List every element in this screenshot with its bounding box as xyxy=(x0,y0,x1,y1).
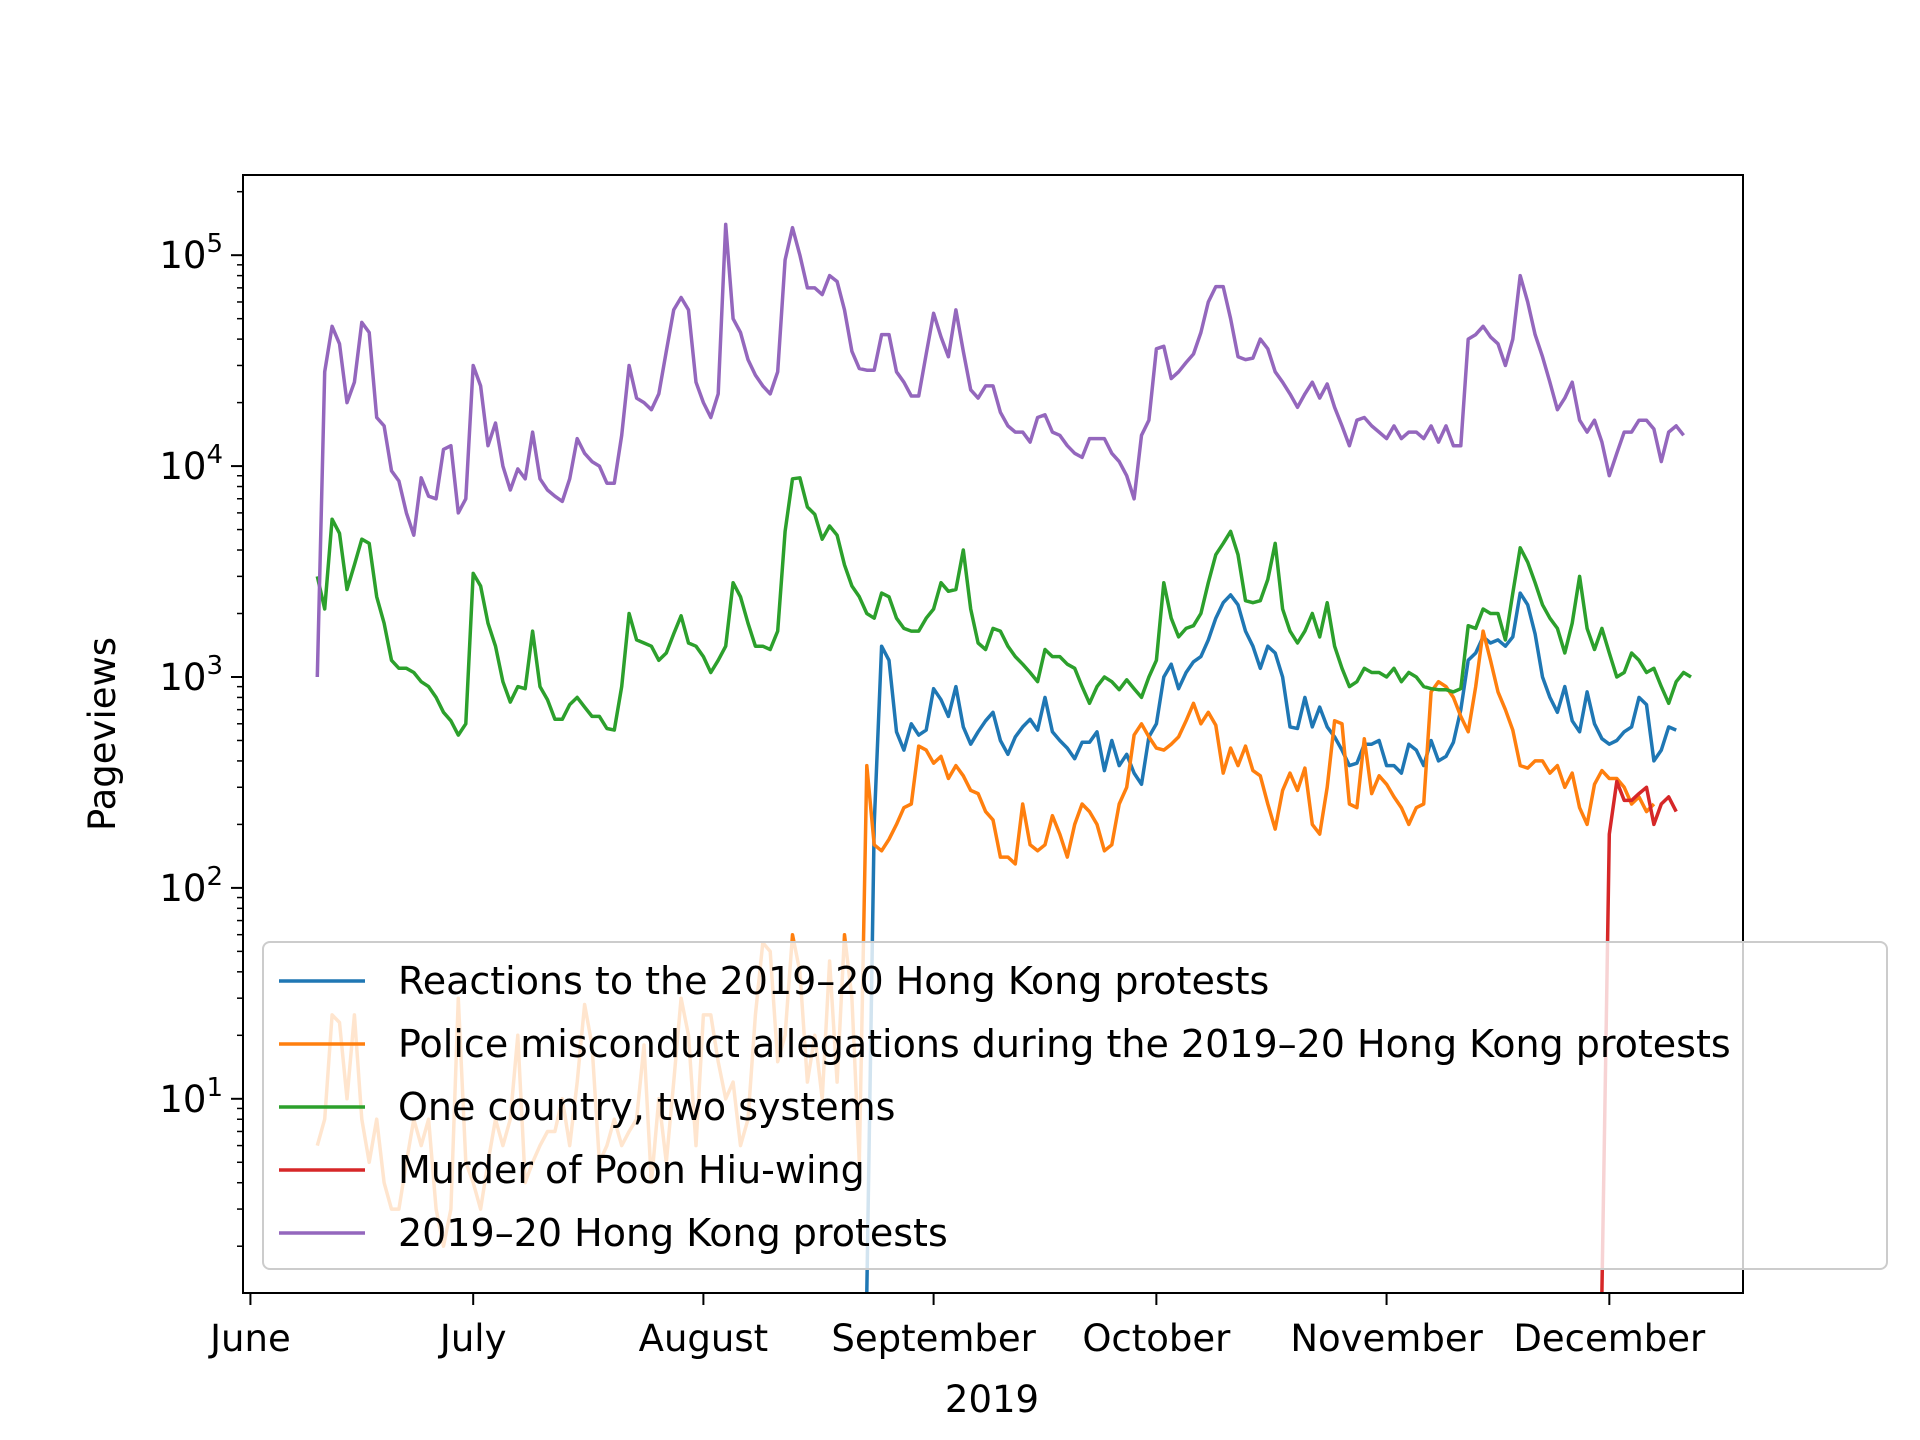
y-tick-label: 102 xyxy=(159,862,223,910)
x-tick-label: December xyxy=(1513,1317,1706,1360)
legend-label: 2019–20 Hong Kong protests xyxy=(398,1211,948,1255)
series-line-1 xyxy=(865,591,1677,1293)
x-axis-title: 2019 xyxy=(945,1378,1039,1421)
y-tick-label: 105 xyxy=(159,229,223,277)
legend-box xyxy=(262,941,1888,1270)
x-tick-label: October xyxy=(1082,1317,1231,1360)
x-tick-label: September xyxy=(831,1317,1036,1360)
y-tick-label: 104 xyxy=(159,440,223,488)
series-line-4 xyxy=(1600,779,1678,1293)
x-tick-label: August xyxy=(639,1317,768,1360)
x-tick-label: November xyxy=(1290,1317,1483,1360)
plot-frame xyxy=(242,174,1744,1294)
legend-label: One country, two systems xyxy=(398,1085,895,1129)
y-axis-title: Pageviews xyxy=(81,637,124,831)
x-tick-label: July xyxy=(438,1317,507,1360)
legend-label: Police misconduct allegations during the… xyxy=(398,1022,1731,1066)
y-tick-label: 103 xyxy=(159,651,223,699)
legend-label: Murder of Poon Hiu-wing xyxy=(398,1148,865,1192)
x-tick-label: June xyxy=(208,1317,291,1360)
series-lines xyxy=(315,222,1692,1293)
legend: Reactions to the 2019–20 Hong Kong prote… xyxy=(262,941,1888,1270)
series-line-5 xyxy=(315,222,1685,678)
legend-label: Reactions to the 2019–20 Hong Kong prote… xyxy=(398,959,1269,1003)
series-line-3 xyxy=(315,476,1692,737)
x-axis: June July August September October November De… xyxy=(208,1293,1706,1360)
y-tick-label: 101 xyxy=(159,1073,223,1121)
y-axis: 101 102 103 104 105 xyxy=(159,190,243,1247)
